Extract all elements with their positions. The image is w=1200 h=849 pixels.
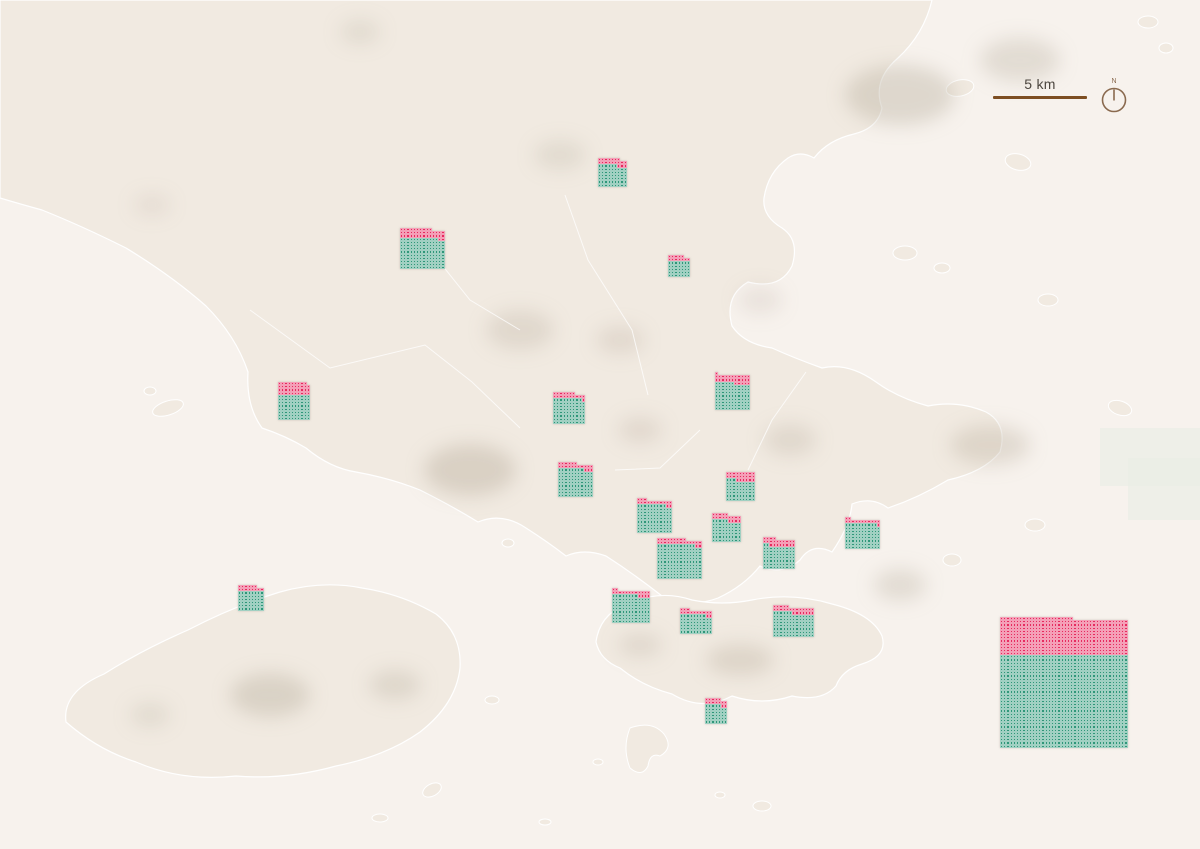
compass-icon: N xyxy=(1101,78,1127,113)
sea-tiles xyxy=(1100,428,1200,520)
outlying-islands xyxy=(143,15,1174,826)
scale-bar-line xyxy=(993,96,1087,99)
waffle-chart-w9 xyxy=(726,472,755,501)
compass-label: N xyxy=(1111,78,1116,85)
waffle-chart-w2 xyxy=(400,228,445,270)
waffle-chart-w1 xyxy=(598,158,627,187)
waffle-chart-w-total xyxy=(1000,617,1128,748)
waffle-chart-w18 xyxy=(705,698,728,724)
waffle-chart-w10 xyxy=(712,513,741,542)
waffle-chart-w13 xyxy=(763,537,795,569)
waffle-chart-w8 xyxy=(637,498,673,534)
waffle-chart-w12 xyxy=(845,517,881,549)
district-boundaries xyxy=(249,194,807,471)
waffle-chart-w4 xyxy=(278,382,310,421)
scale-bar-label: 5 km xyxy=(1024,76,1056,92)
landmass-mainland xyxy=(0,0,1003,604)
waffle-chart-w3 xyxy=(668,255,691,278)
compass-circle xyxy=(1101,87,1127,113)
waffle-chart-w16 xyxy=(773,605,815,637)
waffle-chart-w14 xyxy=(612,588,651,624)
waffle-chart-w11 xyxy=(657,538,702,580)
waffle-chart-w5 xyxy=(553,392,585,424)
waffle-chart-w15 xyxy=(680,608,712,634)
waffle-chart-w17 xyxy=(238,585,264,611)
waffle-chart-w6 xyxy=(715,372,751,411)
scale-bar: 5 km xyxy=(993,76,1087,99)
waffle-chart-w7 xyxy=(558,462,594,498)
terrain-shading xyxy=(130,20,1060,727)
